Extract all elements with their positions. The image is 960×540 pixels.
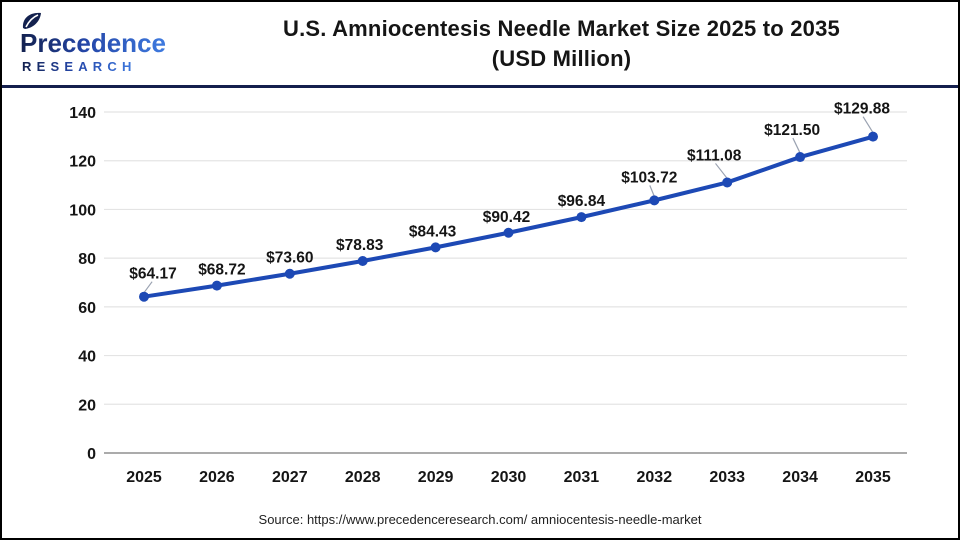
data-label: $121.50: [764, 122, 820, 139]
x-tick-label: 2031: [564, 469, 600, 486]
data-point: [722, 177, 733, 188]
chart-title-line2: (USD Million): [491, 46, 632, 71]
x-tick-label: 2028: [345, 469, 381, 486]
data-label: $96.84: [558, 193, 606, 210]
chart-title-line1: U.S. Amniocentesis Needle Market Size 20…: [283, 16, 840, 41]
y-tick-label: 0: [87, 446, 96, 463]
data-label: $111.08: [687, 147, 742, 164]
chart-title: U.S. Amniocentesis Needle Market Size 20…: [177, 14, 946, 74]
logo-wordmark: Precedence: [20, 28, 166, 58]
x-tick-label: 2034: [782, 469, 818, 486]
x-tick-label: 2035: [855, 469, 891, 486]
data-point: [430, 242, 441, 253]
x-tick-label: 2033: [709, 469, 745, 486]
data-label: $64.17: [129, 266, 176, 283]
data-label: $84.43: [409, 223, 457, 240]
y-tick-label: 60: [78, 300, 96, 317]
header-divider: [2, 85, 958, 88]
data-label-leader-line: [792, 137, 801, 154]
data-point: [211, 280, 222, 291]
x-tick-label: 2027: [272, 469, 308, 486]
y-tick-label: 100: [69, 202, 96, 219]
data-point: [139, 291, 149, 302]
data-point: [284, 268, 295, 279]
data-point: [649, 195, 660, 206]
x-tick-label: 2030: [491, 469, 527, 486]
data-point: [576, 212, 587, 223]
precedence-research-logo: Precedence RESEARCH: [20, 12, 166, 74]
y-tick-label: 20: [78, 397, 96, 414]
data-label: $90.42: [483, 209, 530, 226]
data-label: $73.60: [266, 250, 313, 267]
data-point: [795, 152, 806, 163]
data-point: [868, 131, 878, 142]
x-tick-label: 2032: [637, 469, 673, 486]
data-label-leader-line: [649, 185, 655, 197]
data-label-leader-line: [143, 281, 153, 294]
x-tick-label: 2029: [418, 469, 454, 486]
data-label: $68.72: [198, 262, 245, 279]
y-tick-label: 140: [69, 105, 96, 122]
header: Precedence RESEARCH U.S. Amniocentesis N…: [2, 2, 958, 85]
x-tick-label: 2026: [199, 469, 235, 486]
logo-leaf-vein: [25, 14, 39, 28]
data-label-leader-line: [862, 116, 874, 133]
data-label: $78.83: [336, 237, 384, 254]
data-label: $129.88: [834, 101, 890, 118]
data-point: [503, 227, 514, 238]
x-tick-label: 2025: [126, 469, 162, 486]
y-tick-label: 40: [78, 349, 96, 366]
chart-svg: 0 20 40 60 80 100 120 140 2025 2026 2027 2028 2029 20…: [69, 101, 907, 486]
y-tick-label: 80: [78, 251, 96, 268]
y-tick-label: 120: [69, 154, 96, 171]
logo-subtitle: RESEARCH: [22, 59, 137, 74]
source-text: Source: https://www.precedenceresearch.c…: [258, 512, 702, 527]
data-label: $103.72: [621, 169, 677, 186]
data-label-leader-line: [715, 163, 728, 179]
data-point: [357, 255, 368, 266]
